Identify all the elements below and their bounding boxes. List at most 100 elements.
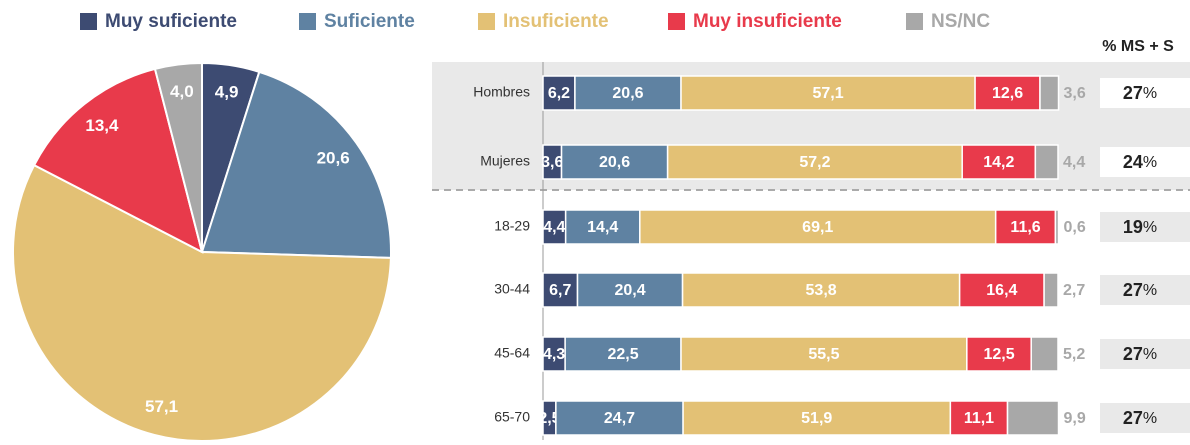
row-label: Hombres xyxy=(473,84,530,100)
bar-segment xyxy=(1054,209,1060,245)
bar-segment xyxy=(564,336,682,372)
bar-value-label: 57,2 xyxy=(799,154,830,171)
ms-s-value: 19% xyxy=(1123,217,1157,237)
row-label: 45-64 xyxy=(494,345,530,361)
pie-slice xyxy=(32,67,204,254)
bar-value-label: 12,5 xyxy=(983,346,1014,363)
bar-value-label: 4,4 xyxy=(543,219,565,236)
bar-segment xyxy=(1039,75,1060,111)
legend-swatch xyxy=(668,13,685,30)
bar-value-label: 9,9 xyxy=(1064,410,1086,427)
bar-value-label: 55,5 xyxy=(808,346,839,363)
bar-value-label: 2,5 xyxy=(538,410,560,427)
ms-s-number: 19 xyxy=(1123,217,1143,237)
row-label: Mujeres xyxy=(480,153,530,169)
bar-segment xyxy=(560,144,669,180)
ms-s-unit: % xyxy=(1143,410,1157,427)
row-label: 18-29 xyxy=(494,218,530,234)
legend-label: Muy insuficiente xyxy=(693,11,842,32)
bar-value-label: 53,8 xyxy=(806,282,837,299)
bar-value-label: 6,2 xyxy=(548,85,570,102)
bar-value-label: 11,1 xyxy=(964,410,994,427)
bar-segment xyxy=(961,144,1037,180)
ms-s-box xyxy=(1100,212,1190,242)
bar-value-label: 3,6 xyxy=(541,154,563,171)
bar-segment xyxy=(1030,336,1059,372)
ms-s-unit: % xyxy=(1143,154,1157,171)
bar-value-label: 3,6 xyxy=(1064,85,1086,102)
legend-label: Muy suficiente xyxy=(105,11,237,32)
legend-swatch xyxy=(906,13,923,30)
ms-s-unit: % xyxy=(1143,85,1157,102)
bar-segment xyxy=(1006,400,1060,436)
ms-s-number: 27 xyxy=(1123,344,1143,364)
bar-segment xyxy=(1034,144,1059,180)
ms-s-value: 27% xyxy=(1123,408,1157,428)
bar-segment xyxy=(542,272,579,308)
bar-value-label: 22,5 xyxy=(608,346,639,363)
bar-value-label: 24,7 xyxy=(604,410,635,427)
row-label: 65-70 xyxy=(494,409,530,425)
bar-value-label: 51,9 xyxy=(801,410,832,427)
ms-s-number: 24 xyxy=(1123,152,1143,172)
bar-value-label: 20,6 xyxy=(599,154,630,171)
bar-value-label: 11,6 xyxy=(1010,219,1040,236)
ms-s-box xyxy=(1100,339,1190,369)
bar-value-label: 4,4 xyxy=(1063,154,1085,171)
bar-value-label: 20,4 xyxy=(614,282,645,299)
bar-segment xyxy=(681,272,961,308)
bar-segment xyxy=(555,400,684,436)
bar-value-label: 4,3 xyxy=(543,346,565,363)
bar-segment xyxy=(966,336,1032,372)
bar-segment xyxy=(958,272,1045,308)
bar-segment xyxy=(682,400,952,436)
legend-swatch xyxy=(299,13,316,30)
ms-s-box xyxy=(1100,78,1190,108)
pie-slice xyxy=(153,61,203,253)
bar-value-label: 14,2 xyxy=(983,154,1014,171)
legend-label: Suficiente xyxy=(324,11,415,32)
bar-segment xyxy=(680,336,968,372)
ms-s-box xyxy=(1100,275,1190,305)
pie-slice xyxy=(12,163,392,442)
bar-value-label: 57,1 xyxy=(812,85,843,102)
bar-segment xyxy=(974,75,1041,111)
bar-value-label: 20,6 xyxy=(612,85,643,102)
slice-label: 4,9 xyxy=(215,83,239,102)
bar-value-label: 69,1 xyxy=(802,219,833,236)
ms-s-unit: % xyxy=(1143,346,1157,363)
ms-s-box xyxy=(1100,403,1190,433)
bar-segment xyxy=(564,209,641,245)
bar-value-label: 5,2 xyxy=(1063,346,1085,363)
legend-swatch xyxy=(478,13,495,30)
bar-segment xyxy=(680,75,976,111)
ms-s-value: 27% xyxy=(1123,280,1157,300)
slice-label: 20,6 xyxy=(317,149,350,168)
ms-s-unit: % xyxy=(1143,282,1157,299)
legend-label: Insuficiente xyxy=(503,11,609,32)
legend-label: NS/NC xyxy=(931,11,990,32)
legend-swatch xyxy=(80,13,97,30)
ms-s-unit: % xyxy=(1143,219,1157,236)
row-label: 30-44 xyxy=(494,281,530,297)
bar-value-label: 12,6 xyxy=(992,85,1023,102)
bar-segment xyxy=(576,272,684,308)
ms-s-box xyxy=(1100,147,1190,177)
bar-value-label: 6,7 xyxy=(549,282,571,299)
bar-segment xyxy=(574,75,682,111)
bar-segment xyxy=(542,75,576,111)
ms-s-value: 27% xyxy=(1123,83,1157,103)
ms-s-number: 27 xyxy=(1123,83,1143,103)
slice-label: 4,0 xyxy=(170,82,194,101)
bar-segment xyxy=(949,400,1009,436)
ms-s-value: 27% xyxy=(1123,344,1157,364)
bar-segment xyxy=(639,209,997,245)
ms-s-number: 27 xyxy=(1123,408,1143,428)
bar-segment xyxy=(1043,272,1059,308)
column-header: % MS + S xyxy=(1102,38,1174,55)
pie-slice xyxy=(200,70,392,259)
bar-segment xyxy=(994,209,1057,245)
bar-value-label: 2,7 xyxy=(1063,282,1085,299)
bar-value-label: 14,4 xyxy=(587,219,618,236)
